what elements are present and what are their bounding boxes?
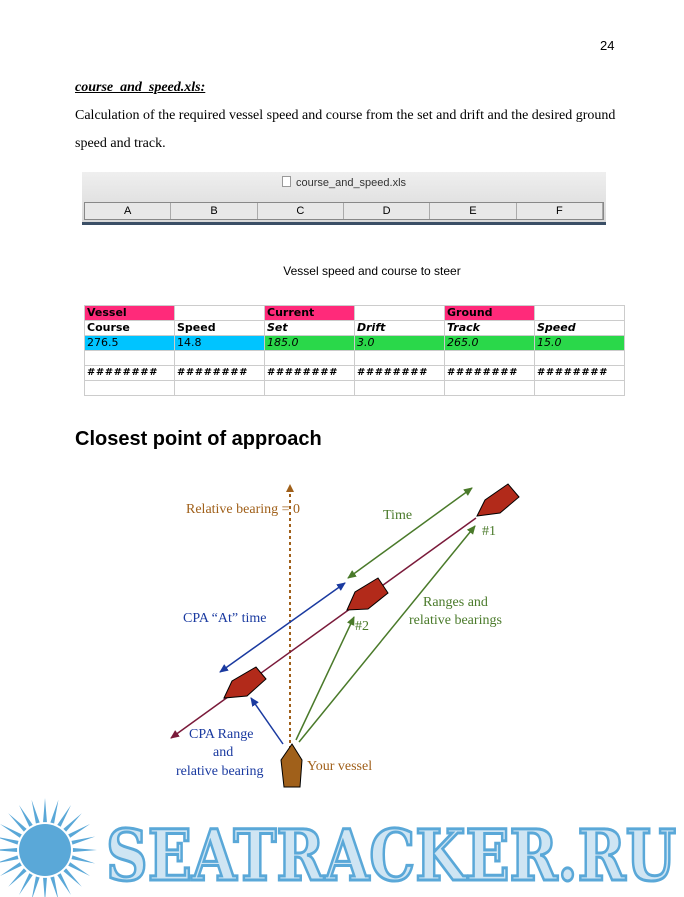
sheet-title: Vessel speed and course to steer <box>283 264 461 278</box>
sun-ray <box>68 824 91 838</box>
sun-ray <box>19 804 33 827</box>
label-cpa-relative-bearing: relative bearing <box>176 764 263 779</box>
column-header-e[interactable]: E <box>430 203 517 219</box>
vessel-2-icon <box>346 577 389 611</box>
sun-ray <box>0 837 19 845</box>
sun-ray <box>0 862 22 876</box>
empty-row <box>84 350 625 366</box>
sun-ray <box>63 813 82 832</box>
cell[interactable]: 3.0 <box>354 335 445 351</box>
column-header-a[interactable]: A <box>85 203 172 219</box>
sun-ray <box>19 873 33 896</box>
cell[interactable]: 185.0 <box>264 335 355 351</box>
sun-ray <box>31 799 40 824</box>
sun-ray <box>0 824 22 838</box>
section-heading: Closest point of approach <box>75 428 322 450</box>
cell[interactable]: 276.5 <box>84 335 175 351</box>
sun-ray <box>71 855 96 864</box>
watermark: SEATRACKER.RU <box>106 814 676 897</box>
label-cpa-at-time: CPA “At” time <box>183 611 267 626</box>
label-marker-1: #1 <box>482 524 496 539</box>
sun-ray <box>72 848 97 852</box>
column-header-c[interactable]: C <box>258 203 344 219</box>
cell[interactable]: 265.0 <box>444 335 535 351</box>
label-cpa-and: and <box>213 745 233 760</box>
cell[interactable]: 14.8 <box>174 335 265 351</box>
sun-ray <box>50 876 58 897</box>
sun-ray <box>8 868 27 887</box>
vessel-1-icon <box>476 483 520 517</box>
label-cpa-range: CPA Range <box>189 727 253 742</box>
window-title-text: course_and_speed.xls <box>295 177 407 189</box>
sun-logo-icon <box>0 798 97 897</box>
description: Calculation of the required vessel speed… <box>75 108 616 151</box>
own-vessel-icon <box>280 743 303 788</box>
sun-ray <box>57 873 71 896</box>
label-ranges-2: relative bearings <box>409 613 502 628</box>
sun-ray <box>43 877 47 897</box>
file-name-heading: course_and_speed.xls: <box>75 80 206 95</box>
hash-row: ######## ######## ######## ######## ####… <box>84 365 625 381</box>
range-arrow-1 <box>298 525 476 743</box>
relative-track-line <box>170 517 477 739</box>
column-header-f[interactable]: F <box>517 203 603 219</box>
cpa-time-arrow <box>219 582 346 673</box>
sun-ray <box>8 813 27 832</box>
sun-ray <box>63 868 82 887</box>
sun-ray <box>43 798 47 823</box>
spreadsheet-window: course_and_speed.xls A B C D E F <box>82 172 606 225</box>
cell[interactable]: Track <box>444 320 535 336</box>
cpa-range-arrow <box>250 697 284 745</box>
label-relative-bearing: Relative bearing = 0 <box>186 502 300 517</box>
window-title: course_and_speed.xls <box>82 176 606 189</box>
sun-ray <box>68 862 91 876</box>
cell[interactable] <box>534 380 625 396</box>
sun-ray <box>50 799 59 824</box>
page-number: 24 <box>600 38 615 53</box>
cell[interactable]: Current <box>264 305 355 321</box>
sun-ray <box>0 848 18 852</box>
vessel-cpa-icon <box>223 666 267 699</box>
cell[interactable]: Speed <box>534 320 625 336</box>
label-your-vessel: Your vessel <box>307 759 372 774</box>
cell[interactable]: Ground <box>444 305 535 321</box>
value-row: 276.5 14.8 185.0 3.0 265.0 15.0 <box>84 335 625 351</box>
sun-ray <box>32 876 40 897</box>
label-marker-2: #2 <box>355 619 369 634</box>
time-arrow <box>347 487 473 579</box>
column-headers: A B C D E F <box>84 202 604 220</box>
sun-ray <box>0 855 19 863</box>
sun-ray <box>71 836 96 845</box>
column-header-b[interactable]: B <box>171 203 258 219</box>
column-header-d[interactable]: D <box>344 203 431 219</box>
empty-row <box>84 380 625 396</box>
sun-ray <box>57 804 71 827</box>
range-arrow-2 <box>295 616 355 741</box>
document-icon <box>281 176 291 187</box>
label-ranges: Ranges and <box>423 595 488 610</box>
label-time: Time <box>383 508 412 523</box>
spreadsheet-table: Vessel Current Ground Course Speed Set D… <box>84 305 625 396</box>
